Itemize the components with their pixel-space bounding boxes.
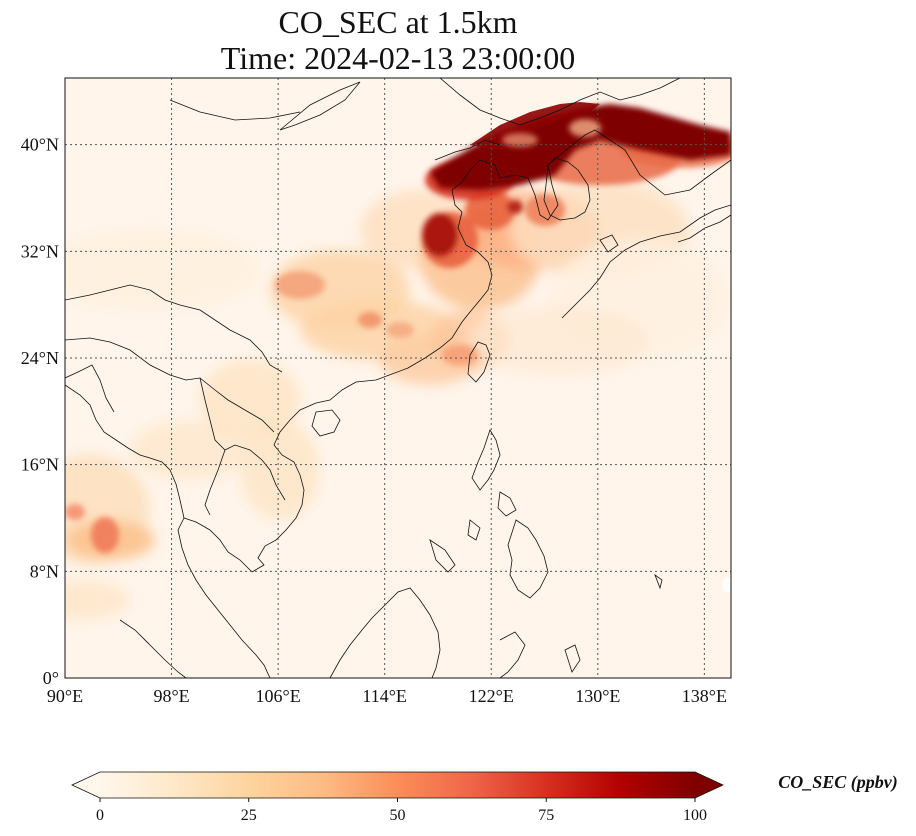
- lat-tick-label: 24°N: [21, 348, 59, 368]
- lat-tick-label: 16°N: [21, 455, 59, 475]
- lat-tick-label: 32°N: [21, 241, 59, 261]
- colorbar-ticks: 0 25 50 75 100: [96, 798, 707, 824]
- lon-tick-label: 98°E: [153, 686, 189, 706]
- map-title-line2: Time: 2024-02-13 23:00:00: [220, 40, 576, 76]
- concentration-field: [65, 102, 731, 620]
- lon-tick-label: 90°E: [47, 686, 83, 706]
- colorbar-tick-label: 25: [241, 807, 257, 824]
- lon-tick-label: 122°E: [469, 686, 514, 706]
- map-frame: [64, 77, 732, 679]
- lon-tick-label: 138°E: [682, 686, 727, 706]
- colorbar-tick-label: 75: [538, 807, 554, 824]
- colorbar-label: CO_SEC (ppbv): [778, 772, 898, 793]
- lat-tick-label: 8°N: [30, 561, 59, 581]
- coastlines: [65, 78, 731, 678]
- lat-tick-label: 40°N: [21, 135, 59, 155]
- lon-tick-label: 114°E: [362, 686, 407, 706]
- colorbar-tick-label: 0: [96, 807, 104, 824]
- colorbar-min-extend: [72, 772, 100, 798]
- colorbar-tick-label: 100: [683, 807, 707, 824]
- map-area: [65, 78, 731, 678]
- lat-tick-label: 0°: [43, 668, 59, 688]
- gridlines: [65, 78, 731, 678]
- lon-tick-label: 130°E: [575, 686, 620, 706]
- colorbar-gradient: [100, 772, 695, 798]
- lon-tick-label: 106°E: [256, 686, 301, 706]
- colorbar: 0 25 50 75 100 CO_SEC (ppbv): [71, 771, 898, 824]
- latitude-ticks: 0° 8°N 16°N 24°N 32°N 40°N: [21, 135, 59, 688]
- colorbar-tick-label: 50: [390, 807, 406, 824]
- longitude-ticks: 90°E 98°E 106°E 114°E 122°E 130°E 138°E: [47, 686, 727, 706]
- map-title-line1: CO_SEC at 1.5km: [278, 4, 518, 40]
- colorbar-max-extend: [695, 772, 723, 798]
